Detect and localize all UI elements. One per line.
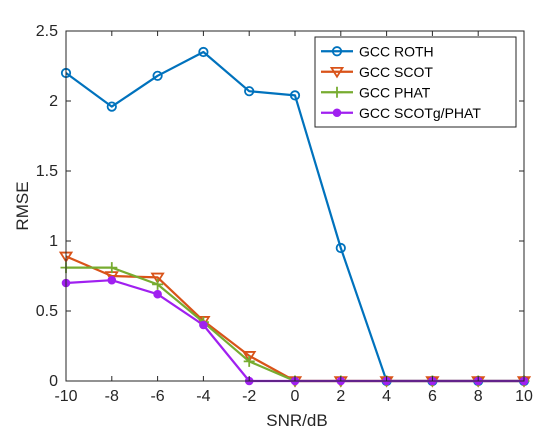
data-point [107,275,117,285]
y-tick-label: 2.5 [36,23,58,40]
data-point [335,242,346,254]
legend-marker [329,67,345,79]
data-point [244,86,255,97]
y-tick-label: 0.5 [36,303,58,320]
series-gcc-scot [58,251,532,388]
x-tick-label: -2 [242,388,256,405]
data-point [150,272,165,285]
y-tick-label: 1.5 [36,163,58,180]
data-point [199,320,208,330]
data-point [106,101,117,112]
data-point [289,90,301,101]
series-gcc-scotg-phat [61,275,529,386]
data-point [198,46,209,58]
legend-entry-label: GCC PHAT [359,84,431,100]
data-point [152,278,164,290]
x-tick-label: -8 [105,388,119,405]
x-tick-label: -6 [150,388,164,405]
legend-entry-label: GCC SCOTg/PHAT [359,105,481,121]
legend-entry-label: GCC SCOT [359,64,433,80]
x-tick-label: 6 [428,388,437,405]
x-tick-label: 2 [336,388,345,405]
x-tick-label: 10 [515,388,533,405]
x-tick-label: 8 [474,388,483,405]
y-tick-label: 1 [49,233,58,250]
data-point [242,351,257,363]
x-axis-label: SNR/dB [266,411,327,430]
legend-marker [332,108,342,118]
data-point [243,355,255,367]
x-tick-label: -10 [54,388,77,405]
x-tick-label: -4 [196,388,210,405]
series-line [66,266,524,383]
x-tick-label: 0 [291,388,300,405]
data-point [153,289,162,299]
data-point [106,262,118,274]
legend: GCC ROTH GCC SCOT GCC PHAT GCC SCOTg/PHAT [314,36,517,128]
axes: -10 -8 -6 -4 -2 0 2 4 6 8 10 0 0.5 1 1.5 2 2.5 [36,23,533,405]
data-point [152,70,163,81]
series-gcc-phat [60,262,530,387]
y-tick-label: 2 [49,93,58,110]
series-line [65,279,524,383]
legend-marker [331,46,343,57]
legend-marker [331,86,343,98]
y-tick-label: 0 [49,373,58,390]
x-tick-label: 4 [382,388,391,405]
y-axis-label: RMSE [13,181,32,230]
legend-entry-label: GCC ROTH [359,43,434,59]
